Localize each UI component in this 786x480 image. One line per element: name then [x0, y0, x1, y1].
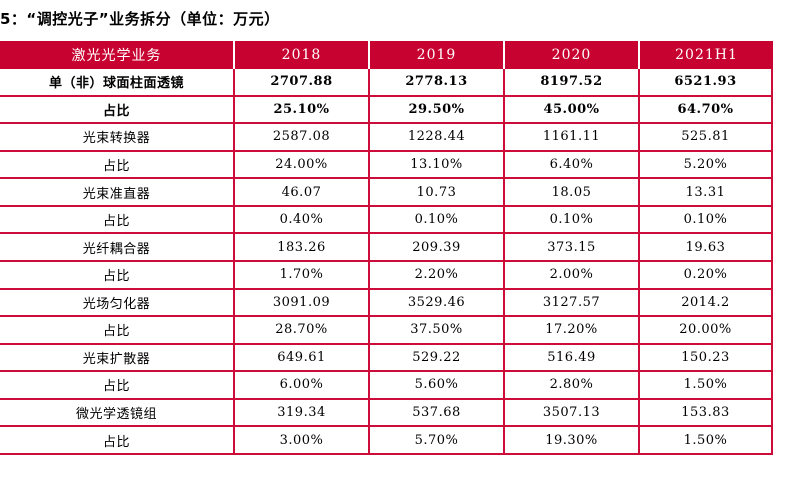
value-cell: 5.20% [638, 151, 771, 178]
value-cell: 0.40% [233, 206, 368, 233]
row-label: 微光学透镜组 [75, 407, 157, 423]
value-cell: 28.70% [233, 317, 368, 343]
value-cell: 13.31 [638, 179, 771, 205]
value-cell: 2778.13 [368, 69, 503, 95]
row-label: 占比 [102, 269, 130, 285]
row-label: 光束转换器 [82, 131, 151, 147]
value-cell: 19.63 [638, 234, 771, 260]
value-cell: 5.70% [368, 427, 503, 453]
row-label: 占比 [102, 324, 130, 340]
value-cell: 2.20% [368, 261, 503, 288]
table-row: 光束准直器 46.07 10.73 18.05 13.31 [0, 179, 773, 207]
row-label: 占比 [102, 214, 130, 230]
row-label: 占比 [102, 103, 130, 119]
value-cell: 3529.46 [368, 289, 503, 316]
row-label: 光纤耦合器 [82, 241, 151, 257]
value-cell: 0.10% [368, 206, 503, 233]
value-cell: 37.50% [368, 317, 503, 343]
value-cell: 3091.09 [233, 289, 368, 316]
table-header-row: 激光光学业务 2018 2019 2020 2021H1 [0, 41, 773, 69]
value-cell: 5.60% [368, 372, 503, 398]
value-cell: 3127.57 [503, 289, 638, 316]
value-cell: 3.00% [233, 427, 368, 453]
value-cell: 1228.44 [368, 124, 503, 150]
column-header-business: 激光光学业务 [71, 48, 162, 64]
table-row: 占比 24.00% 13.10% 6.40% 5.20% [0, 151, 773, 180]
value-cell: 2.80% [503, 372, 638, 398]
row-label: 占比 [102, 158, 130, 174]
value-cell: 2707.88 [233, 69, 368, 95]
value-cell: 2.00% [503, 261, 638, 288]
value-cell: 0.10% [503, 206, 638, 233]
value-cell: 29.50% [368, 96, 503, 123]
value-cell: 2014.2 [638, 289, 771, 316]
value-cell: 6521.93 [638, 69, 771, 95]
table-row: 单（非）球面柱面透镜 2707.88 2778.13 8197.52 6521.93 [0, 69, 773, 97]
row-label: 单（非）球面柱面透镜 [48, 76, 184, 92]
value-cell: 3507.13 [503, 399, 638, 426]
value-cell: 24.00% [233, 151, 368, 178]
value-cell: 209.39 [368, 234, 503, 260]
value-cell: 525.81 [638, 124, 771, 150]
table-row: 占比 0.40% 0.10% 0.10% 0.10% [0, 206, 773, 235]
table-row: 占比 6.00% 5.60% 2.80% 1.50% [0, 372, 773, 400]
value-cell: 537.68 [368, 399, 503, 426]
value-cell: 183.26 [233, 234, 368, 260]
value-cell: 153.83 [638, 399, 771, 426]
table-row: 光束转换器 2587.08 1228.44 1161.11 525.81 [0, 124, 773, 152]
value-cell: 64.70% [638, 96, 771, 123]
row-label: 占比 [102, 434, 130, 450]
value-cell: 1161.11 [503, 124, 638, 150]
table-row: 占比 25.10% 29.50% 45.00% 64.70% [0, 96, 773, 125]
column-header-2020: 2020 [503, 41, 638, 69]
table-row: 占比 3.00% 5.70% 19.30% 1.50% [0, 427, 773, 455]
row-label: 光场匀化器 [82, 296, 151, 312]
table-row: 光纤耦合器 183.26 209.39 373.15 19.63 [0, 234, 773, 262]
value-cell: 1.50% [638, 427, 771, 453]
value-cell: 6.00% [233, 372, 368, 398]
table-row: 微光学透镜组 319.34 537.68 3507.13 153.83 [0, 399, 773, 428]
value-cell: 0.20% [638, 261, 771, 288]
value-cell: 649.61 [233, 344, 368, 371]
value-cell: 529.22 [368, 344, 503, 371]
value-cell: 10.73 [368, 179, 503, 205]
table-body: 单（非）球面柱面透镜 2707.88 2778.13 8197.52 6521.93 占比… [0, 69, 773, 455]
value-cell: 150.23 [638, 344, 771, 371]
value-cell: 18.05 [503, 179, 638, 205]
value-cell: 2587.08 [233, 124, 368, 150]
value-cell: 8197.52 [503, 69, 638, 95]
column-header-2021h1: 2021H1 [638, 41, 773, 69]
value-cell: 17.20% [503, 317, 638, 343]
value-cell: 20.00% [638, 317, 771, 343]
value-cell: 6.40% [503, 151, 638, 178]
row-label: 光束扩散器 [82, 351, 151, 367]
column-header-2019: 2019 [368, 41, 503, 69]
row-label: 光束准直器 [82, 186, 151, 202]
table-title: 5：“调控光子”业务拆分（单位：万元） [0, 10, 280, 28]
value-cell: 25.10% [233, 96, 368, 123]
value-cell: 19.30% [503, 427, 638, 453]
value-cell: 319.34 [233, 399, 368, 426]
value-cell: 1.70% [233, 261, 368, 288]
table-row: 光束扩散器 649.61 529.22 516.49 150.23 [0, 344, 773, 373]
value-cell: 0.10% [638, 206, 771, 233]
table-row: 光场匀化器 3091.09 3529.46 3127.57 2014.2 [0, 289, 773, 318]
value-cell: 516.49 [503, 344, 638, 371]
column-header-2018: 2018 [233, 41, 368, 69]
table-row: 占比 1.70% 2.20% 2.00% 0.20% [0, 261, 773, 290]
value-cell: 45.00% [503, 96, 638, 123]
value-cell: 13.10% [368, 151, 503, 178]
value-cell: 1.50% [638, 372, 771, 398]
value-cell: 373.15 [503, 234, 638, 260]
row-label: 占比 [102, 379, 130, 395]
value-cell: 46.07 [233, 179, 368, 205]
business-breakdown-table: 激光光学业务 2018 2019 2020 2021H1 单（非）球面柱面透镜 2… [0, 41, 773, 455]
table-row: 占比 28.70% 37.50% 17.20% 20.00% [0, 317, 773, 345]
